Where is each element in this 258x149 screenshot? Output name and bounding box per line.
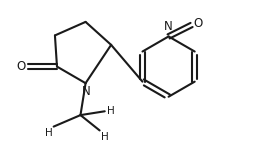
Text: H: H	[107, 106, 115, 116]
Text: O: O	[194, 17, 203, 30]
Text: H: H	[45, 128, 52, 138]
Text: N: N	[82, 85, 91, 98]
Text: O: O	[17, 60, 26, 73]
Text: H: H	[101, 132, 109, 142]
Text: N: N	[164, 20, 173, 33]
